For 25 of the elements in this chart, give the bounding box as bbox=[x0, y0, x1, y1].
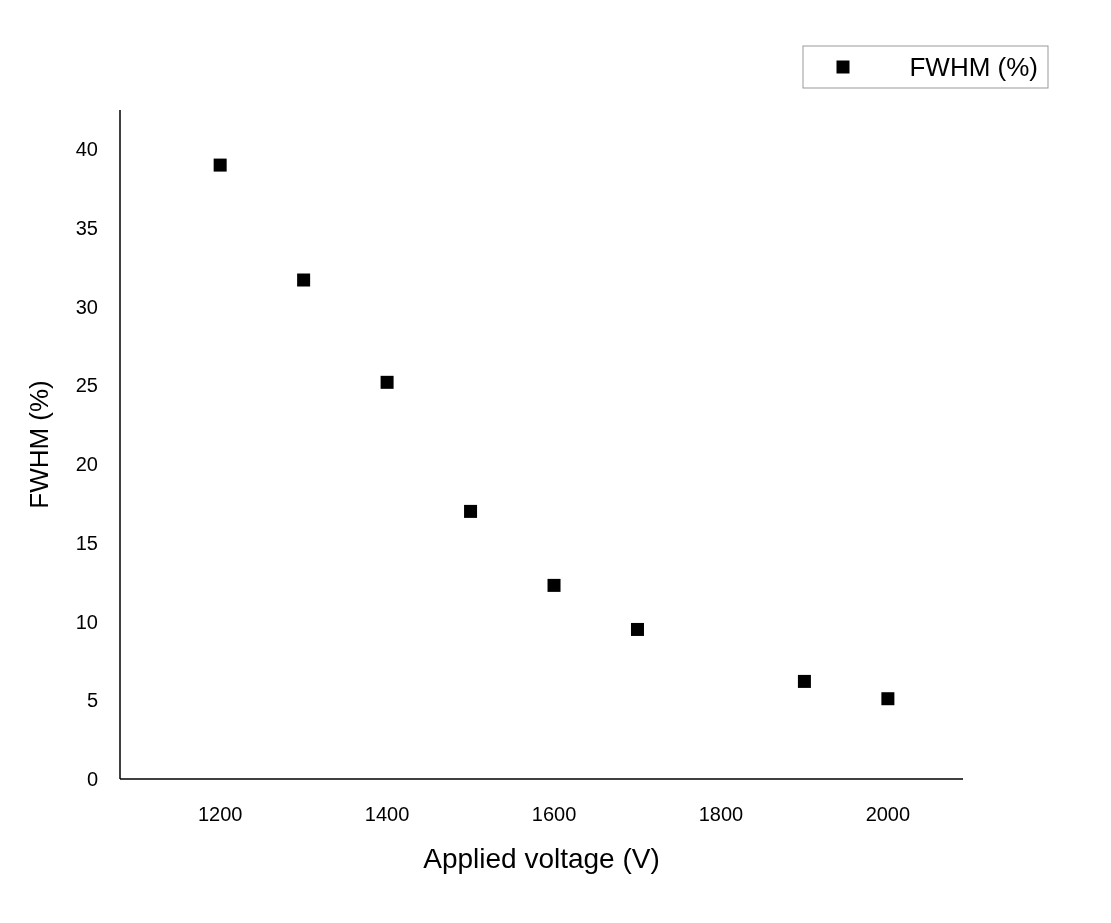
point bbox=[213, 158, 227, 172]
x-tick-label: 2000 bbox=[865, 803, 911, 825]
x-tick-label: 1600 bbox=[531, 803, 577, 825]
y-tick-label: 40 bbox=[75, 138, 98, 161]
point bbox=[380, 375, 394, 389]
y-tick-label: 25 bbox=[75, 374, 98, 397]
legend-label: FWHM (%) bbox=[909, 52, 1038, 83]
y-tick-label: 10 bbox=[75, 610, 98, 633]
y-tick-label: 30 bbox=[75, 295, 98, 318]
x-tick-label: 1800 bbox=[698, 803, 744, 825]
point bbox=[297, 273, 311, 287]
point bbox=[547, 578, 561, 592]
y-tick-label: 15 bbox=[75, 531, 98, 554]
point bbox=[881, 692, 895, 706]
point bbox=[464, 504, 478, 518]
y-axis-title: FWHM (%) bbox=[24, 380, 54, 509]
point bbox=[630, 622, 644, 636]
y-tick-label: 0 bbox=[86, 768, 98, 790]
x-axis-title: Applied voltage (V) bbox=[423, 843, 660, 874]
x-tick-label: 1400 bbox=[364, 803, 410, 825]
y-tick-label: 20 bbox=[75, 453, 98, 476]
y-tick-label: 35 bbox=[75, 217, 98, 240]
y-tick-label: 5 bbox=[86, 689, 98, 712]
point bbox=[797, 674, 811, 688]
x-tick-label: 1200 bbox=[197, 803, 243, 825]
